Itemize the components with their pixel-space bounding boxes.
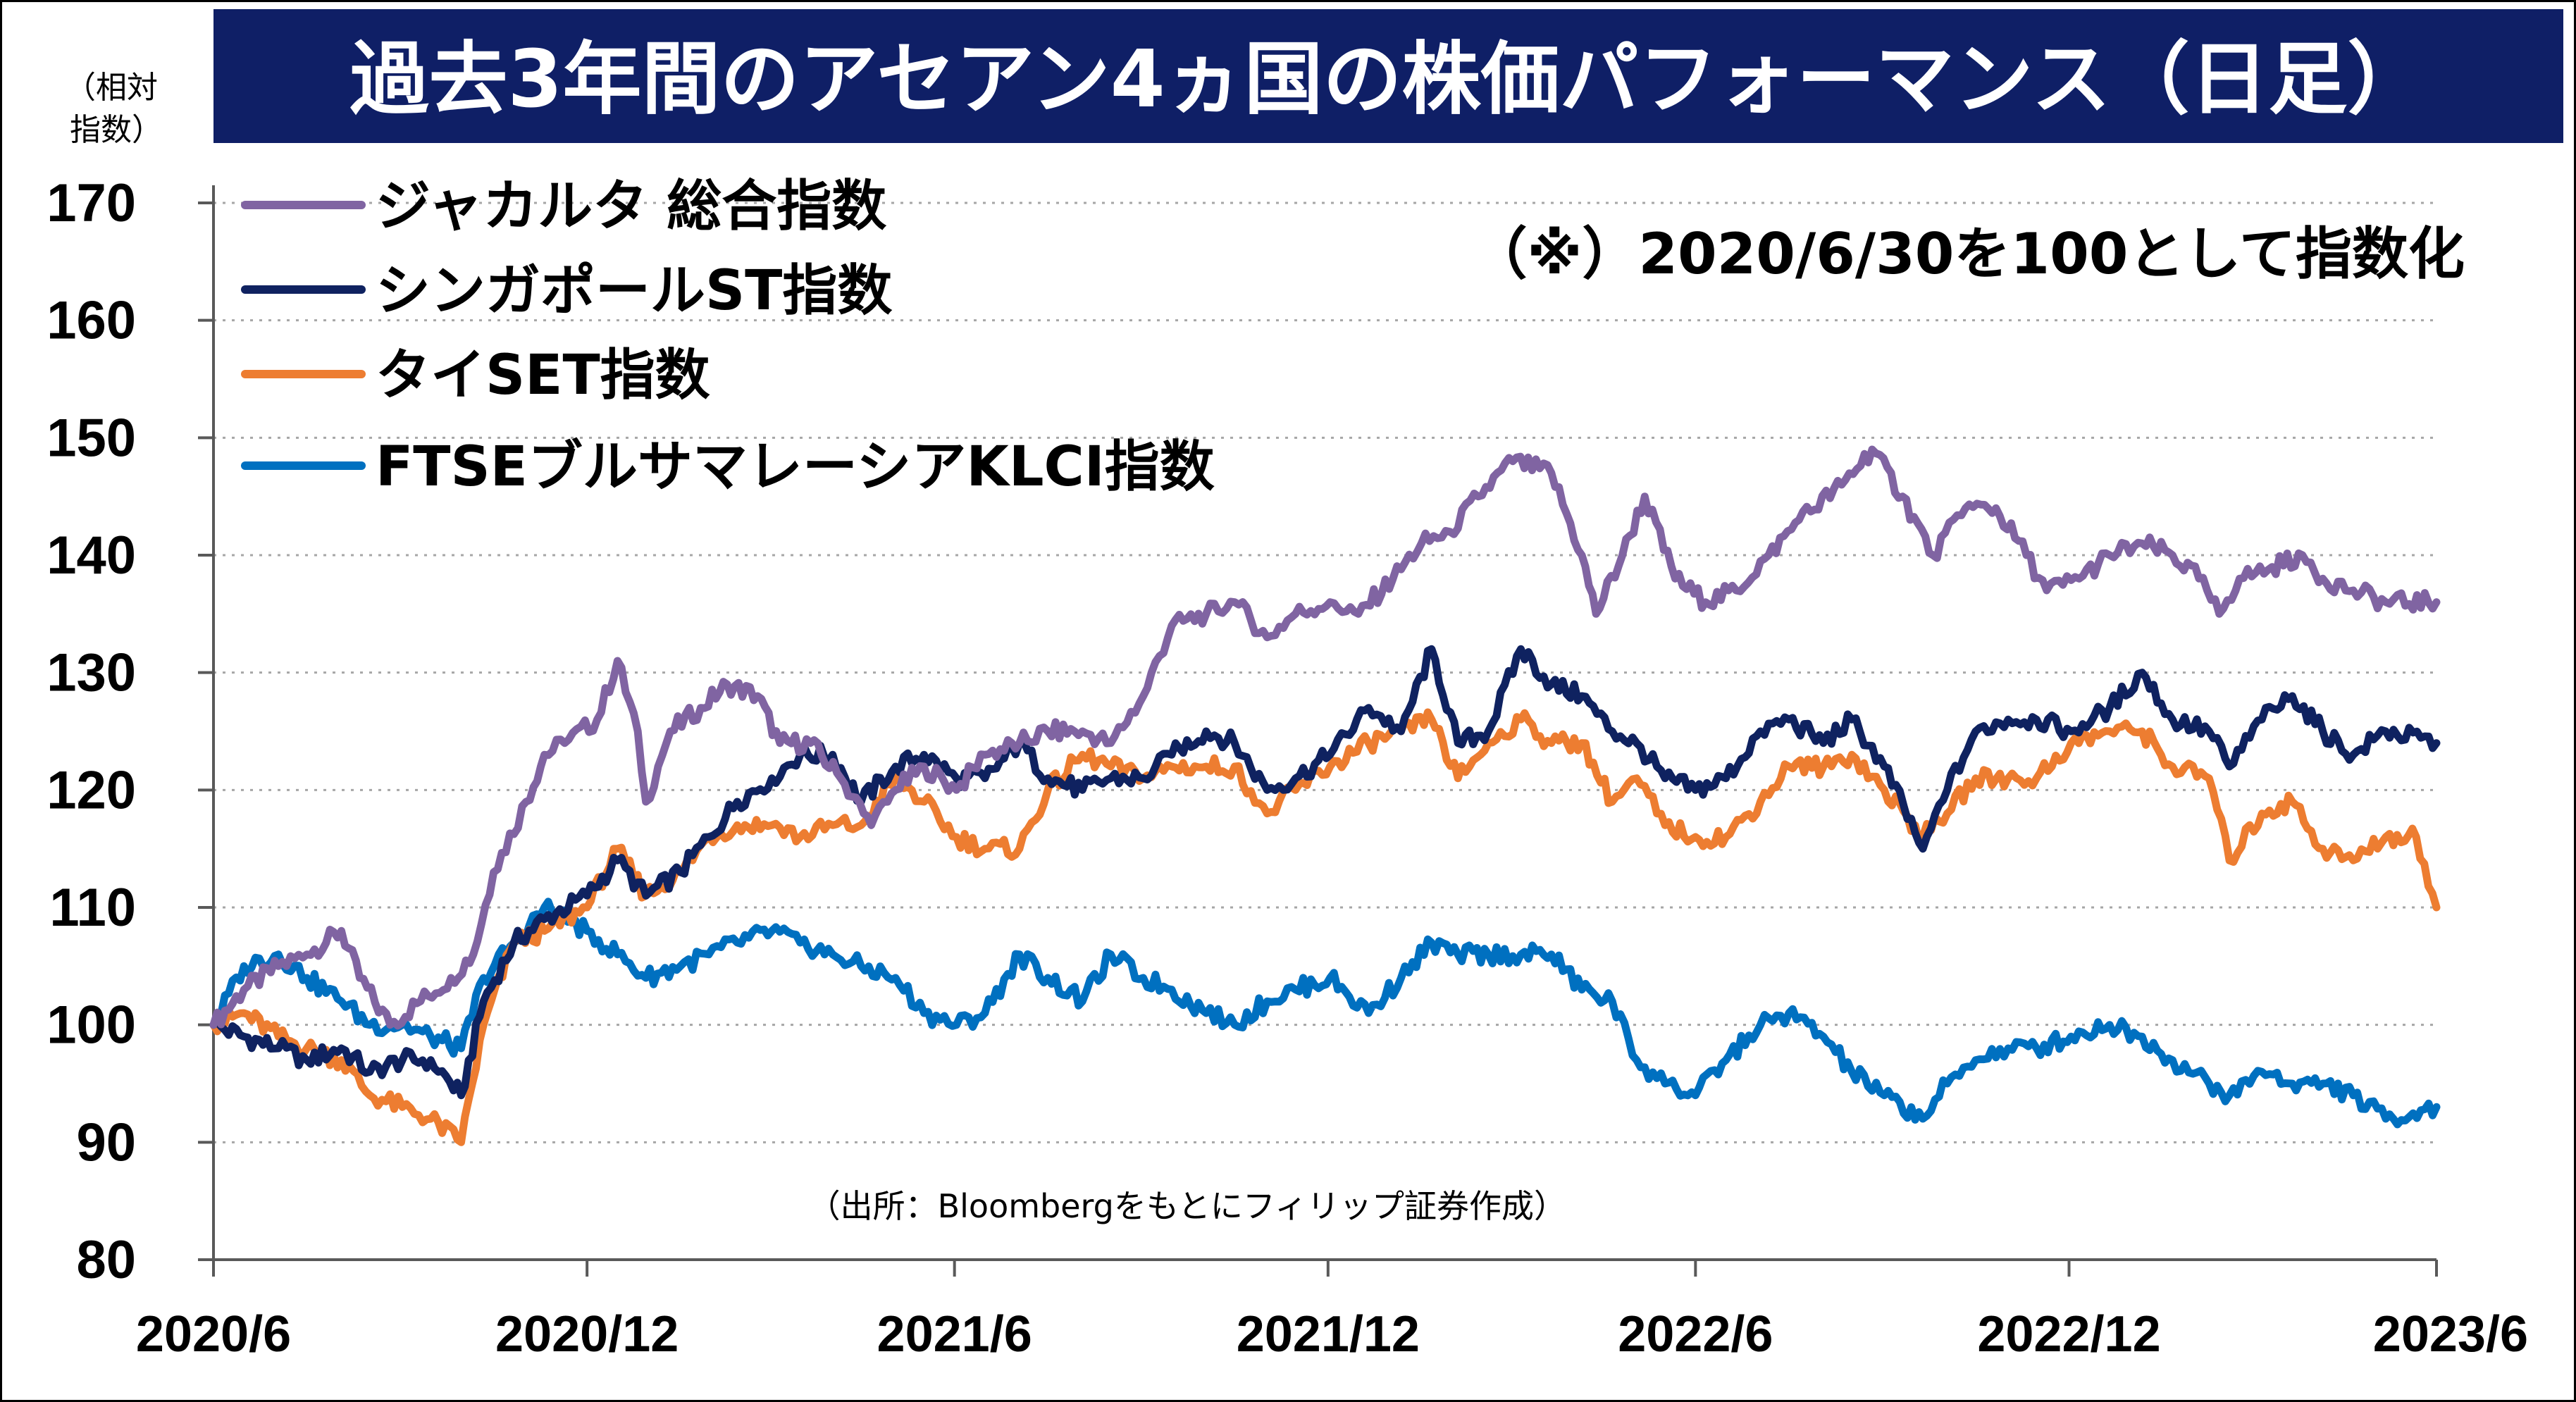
y-tick-140: 140: [47, 526, 136, 585]
title-banner: [213, 9, 2563, 143]
legend-label-2: タイSET指数: [376, 344, 710, 407]
chart-title: 過去3年間のアセアン4ヵ国の株価パフォーマンス（日足）: [350, 34, 2427, 125]
y-tick-100: 100: [47, 995, 136, 1055]
series-line-1: [209, 645, 2441, 1100]
series-lines: [209, 445, 2441, 1146]
x-tick-2023/6: 2023/6: [2373, 1306, 2528, 1363]
y-tick-170: 170: [47, 173, 136, 233]
grid-lines: [213, 201, 2436, 1143]
axes: [198, 185, 2438, 1277]
legend-label-1: シンガポールST指数: [376, 259, 892, 323]
x-tick-labels: 2020/6 2020/12 2021/6 2021/12 2022/6 2022/12 2…: [136, 1306, 2528, 1363]
x-tick-2020/12: 2020/12: [495, 1306, 679, 1363]
x-tick-2022/6: 2022/6: [1618, 1306, 1773, 1363]
y-tick-130: 130: [47, 643, 136, 703]
x-tick-2022/12: 2022/12: [1977, 1306, 2160, 1363]
x-tick-2020/6: 2020/6: [136, 1306, 291, 1363]
legend-label-3: FTSEブルサマレーシアKLCI指数: [376, 435, 1215, 499]
y-tick-160: 160: [47, 291, 136, 351]
y-tick-150: 150: [47, 408, 136, 468]
y-tick-90: 90: [76, 1112, 136, 1172]
series-line-0: [209, 445, 2441, 1030]
source-note: （出所：Bloombergをもとにフィリップ証券作成）: [808, 1187, 1566, 1225]
y-tick-120: 120: [47, 760, 136, 820]
y-unit-label: （相対 指数）: [65, 70, 168, 148]
series-line-3: [209, 898, 2441, 1129]
x-tick-2021/12: 2021/12: [1237, 1306, 1420, 1363]
legend-label-0: ジャカルタ 総合指数: [376, 175, 886, 238]
y-tick-110: 110: [49, 878, 136, 938]
x-tick-2021/6: 2021/6: [877, 1306, 1032, 1363]
index-note: （※）2020/6/30を100として指数化: [1471, 221, 2465, 287]
series-line-2: [209, 708, 2441, 1146]
y-tick-80: 80: [76, 1230, 136, 1290]
y-tick-labels: 80 90 100 110 120 130 140 150 160 170: [47, 173, 136, 1290]
